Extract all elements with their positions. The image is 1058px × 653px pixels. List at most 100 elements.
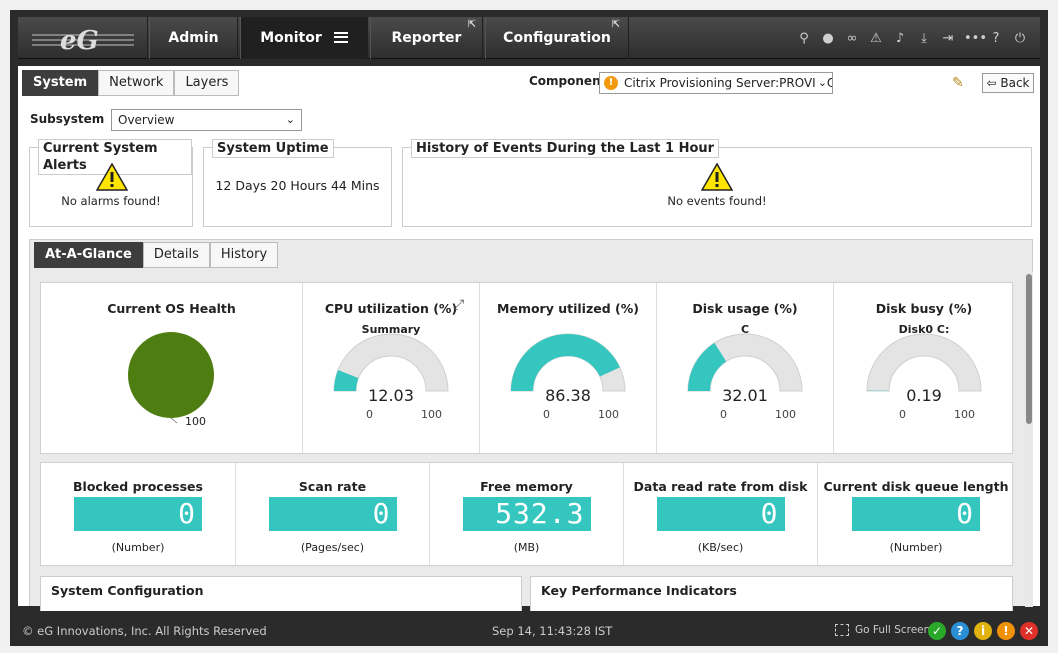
gauge-title: Disk busy (%) — [875, 301, 973, 316]
tab-details[interactable]: Details — [142, 242, 210, 268]
footer-bar: © eG Innovations, Inc. All Rights Reserv… — [10, 616, 1048, 646]
lcd-display: 0 — [852, 497, 980, 531]
gauge-title: Disk usage (%) — [692, 301, 798, 316]
search-icon[interactable]: ⚲ — [799, 30, 809, 46]
component-value: Citrix Provisioning Server:PROVISIO — [624, 76, 833, 90]
fullscreen-icon — [835, 624, 849, 636]
subsystem-value: Overview — [118, 113, 175, 127]
hamburger-menu-icon[interactable] — [333, 31, 348, 43]
timestamp: Sep 14, 11:43:28 IST — [492, 624, 613, 638]
nav-tab-configuration[interactable]: Configuration ⇱ — [485, 17, 629, 59]
svg-text:eG: eG — [60, 26, 99, 55]
gauge-value: 12.03 — [368, 386, 414, 405]
external-link-icon: ⇱ — [467, 19, 476, 30]
alert-icon[interactable]: ⚠ — [870, 30, 882, 46]
lcd-display: 0 — [656, 497, 785, 531]
panel-title: System Uptime — [212, 139, 334, 158]
status-major-icon[interactable]: ! — [997, 622, 1015, 640]
lcd-title: Current disk queue length — [823, 479, 1009, 494]
gauge-max: 100 — [775, 408, 796, 421]
expand-icon[interactable]: ⤢ — [453, 297, 465, 313]
tab-system[interactable]: System — [22, 70, 99, 96]
lcd-cell-blocked-processes: Blocked processes 0 (Number) — [41, 463, 235, 565]
status-minor-icon[interactable]: i — [974, 622, 992, 640]
lcd-display: 0 — [74, 497, 202, 531]
gauge-value: 32.01 — [722, 386, 768, 405]
cpu-gauge-cell: CPU utilization (%) Summary ⤢ 12.03 0 10… — [302, 283, 479, 453]
system-configuration-panel: System Configuration — [40, 576, 522, 611]
back-button[interactable]: ⇦ Back — [982, 73, 1034, 93]
edit-icon[interactable]: ✎ — [952, 75, 964, 91]
gauges-row: Current OS Health 100 CPU utilization (%… — [40, 282, 1013, 454]
chevron-down-icon: ⌄ — [814, 73, 827, 93]
scrollbar[interactable] — [1025, 272, 1033, 607]
nav-tab-configuration-label: Configuration — [503, 30, 611, 46]
gauge-min: 0 — [899, 408, 906, 421]
fullscreen-label: Go Full Screen — [855, 624, 931, 636]
link-icon[interactable]: ∞ — [846, 30, 858, 46]
nav-tab-reporter[interactable]: Reporter ⇱ — [370, 17, 483, 59]
subsystem-label: Subsystem — [30, 112, 105, 126]
status-critical-icon[interactable]: ✕ — [1020, 622, 1038, 640]
tab-network[interactable]: Network — [98, 70, 175, 96]
gauge-fill — [334, 369, 359, 391]
main-content: System Network Layers Component ! Citrix… — [18, 66, 1040, 611]
os-health-pie — [128, 332, 214, 424]
tab-at-a-glance[interactable]: At-A-Glance — [34, 242, 143, 268]
lcd-unit: (Number) — [889, 541, 943, 554]
key-performance-indicators-panel: Key Performance Indicators — [530, 576, 1013, 611]
lcd-title: Blocked processes — [73, 479, 203, 494]
back-label: Back — [1000, 76, 1030, 90]
gauge-min: 0 — [366, 408, 373, 421]
back-arrow-icon: ⇦ — [986, 76, 1001, 90]
help-icon[interactable]: ? — [992, 30, 1000, 46]
at-a-glance-section: At-A-Glance Details History Current OS H… — [29, 239, 1033, 611]
lcd-unit: (MB) — [513, 541, 540, 554]
login-icon[interactable]: ⇥ — [942, 30, 954, 46]
gauge-fill — [511, 334, 620, 391]
glance-tabs: At-A-Glance Details History — [34, 242, 279, 268]
lcd-display: 0 — [268, 497, 397, 531]
full-screen-button[interactable]: Go Full Screen — [835, 624, 930, 636]
memory-gauge — [510, 333, 626, 392]
os-health-label: 100 — [185, 415, 206, 428]
lcd-cell-scan-rate: Scan rate 0 (Pages/sec) — [235, 463, 429, 565]
memory-gauge-cell: Memory utilized (%) 86.38 0 100 — [479, 283, 656, 453]
warning-triangle-icon — [701, 163, 733, 191]
panel-title: Current System Alerts — [38, 139, 192, 175]
status-normal-icon[interactable]: ✓ — [928, 622, 946, 640]
gauge-max: 100 — [598, 408, 619, 421]
gauge-max: 100 — [954, 408, 975, 421]
toolbar-icons: ⚲ ● ∞ ⚠ ♪ ⤓ ⇥ ••• ? ⏻ — [796, 17, 1028, 59]
lcd-unit: (Pages/sec) — [300, 541, 365, 554]
more-icon[interactable]: ••• — [964, 30, 988, 46]
gauge-background — [333, 333, 449, 392]
gauge-title: Memory utilized (%) — [497, 301, 639, 316]
tab-layers[interactable]: Layers — [174, 70, 240, 96]
disk-usage-gauge-cell: Disk usage (%) C 32.01 0 100 — [656, 283, 833, 453]
gauge-background — [866, 333, 982, 392]
gauge-subtitle: C — [740, 323, 750, 336]
bell-icon[interactable]: ♪ — [895, 30, 905, 46]
external-link-icon: ⇱ — [611, 19, 620, 30]
user-icon[interactable]: ● — [822, 30, 834, 46]
component-select[interactable]: ! Citrix Provisioning Server:PROVISIO ⌄ — [599, 72, 833, 94]
current-alerts-panel: Current System Alerts No alarms found! — [29, 139, 193, 227]
gauge-fill — [688, 342, 727, 391]
eg-logo[interactable]: eG — [18, 17, 148, 59]
disk-usage-gauge — [687, 333, 803, 392]
scrollbar-thumb[interactable] — [1026, 274, 1032, 424]
tab-history[interactable]: History — [209, 242, 279, 268]
download-icon[interactable]: ⤓ — [921, 30, 927, 46]
panel-title: History of Events During the Last 1 Hour — [411, 139, 720, 158]
nav-tab-admin-label: Admin — [168, 30, 219, 46]
subsystem-select[interactable]: Overview ⌄ — [111, 109, 302, 131]
nav-tab-admin[interactable]: Admin — [149, 17, 238, 59]
lcd-title: Data read rate from disk — [633, 479, 808, 494]
lcd-metrics-row: Blocked processes 0 (Number) Scan rate 0… — [40, 462, 1013, 566]
status-unknown-icon[interactable]: ? — [951, 622, 969, 640]
panel-title: System Configuration — [51, 583, 204, 598]
nav-tab-monitor[interactable]: Monitor — [240, 17, 368, 59]
nav-tab-reporter-label: Reporter — [391, 30, 462, 46]
power-icon[interactable]: ⏻ — [1014, 30, 1026, 46]
